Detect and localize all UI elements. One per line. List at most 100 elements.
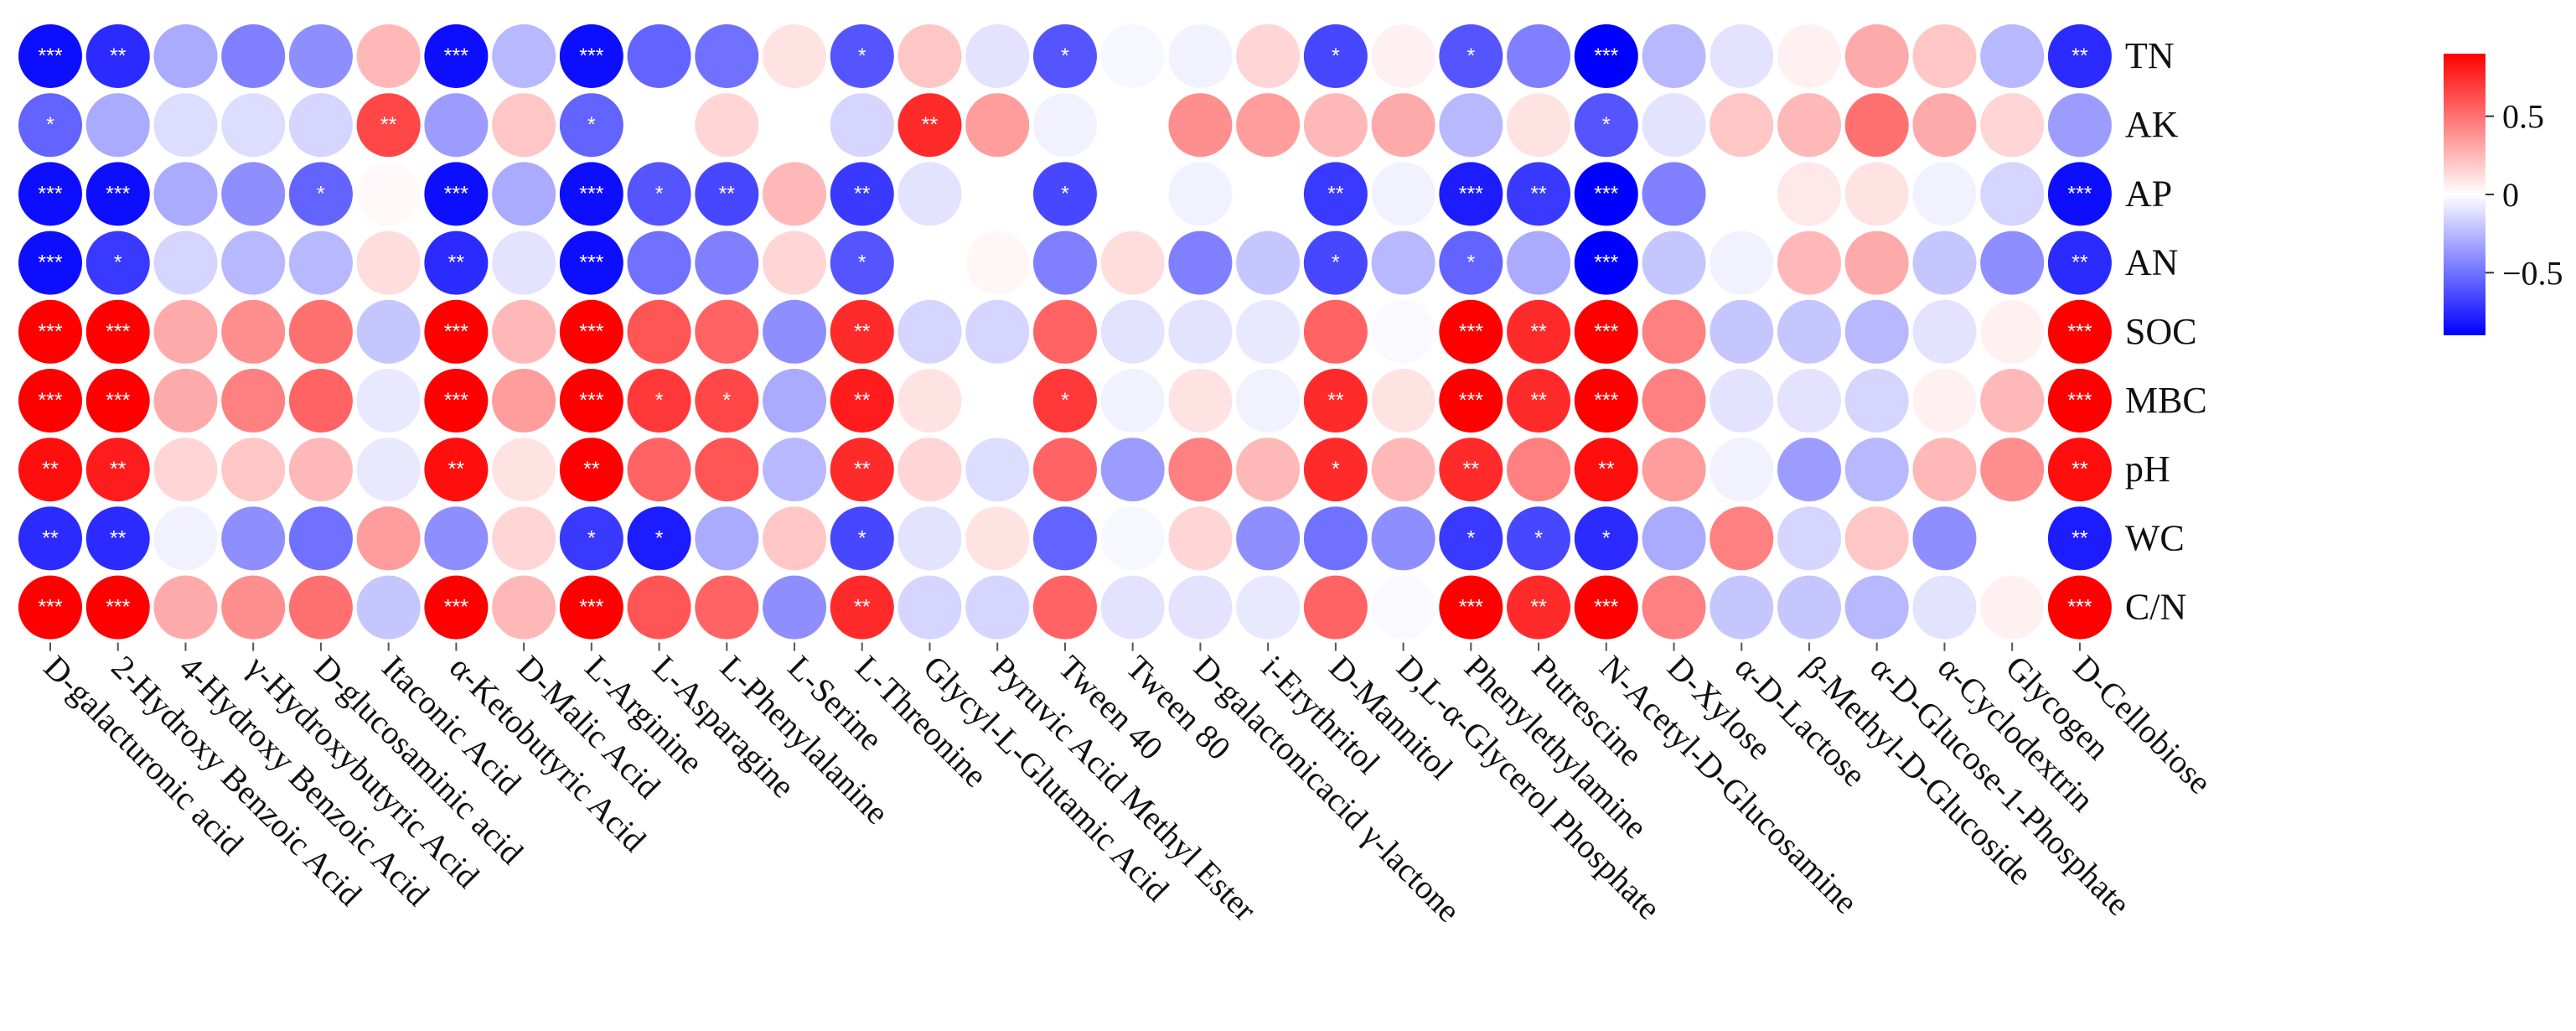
heatmap-cell: [2047, 369, 2112, 433]
heatmap-cell: [424, 93, 489, 158]
heatmap-cell: [1642, 299, 1706, 364]
heatmap-cell: [1032, 299, 1097, 364]
heatmap-cell: [1980, 299, 2045, 364]
heatmap-cell: [424, 575, 489, 640]
heatmap-cell: [85, 575, 150, 640]
significance-label: *: [1061, 389, 1069, 412]
heatmap-cell: [1574, 575, 1638, 640]
colorbar: 0.5 0 −0.5: [2444, 54, 2563, 335]
heatmap-cell: [1100, 231, 1165, 295]
heatmap-cell: [627, 575, 691, 640]
heatmap-cell: [18, 299, 82, 364]
heatmap-cell: [627, 93, 691, 158]
row-label: pH: [2125, 448, 2170, 490]
heatmap-cell: [424, 299, 489, 364]
significance-label: *: [1332, 44, 1340, 68]
heatmap-cell: [1371, 162, 1435, 226]
significance-label: *: [1061, 44, 1069, 68]
heatmap-cell: [1912, 438, 1977, 502]
heatmap-cell: [830, 575, 894, 640]
significance-label: ***: [444, 596, 468, 619]
heatmap-cell: [1844, 575, 1909, 640]
heatmap-cell: [965, 93, 1030, 158]
significance-label: *: [1466, 44, 1475, 68]
significance-label: ***: [1594, 44, 1618, 68]
significance-label: **: [380, 113, 397, 137]
heatmap-cell: [830, 231, 894, 295]
heatmap-cell: [18, 369, 82, 433]
significance-label: ***: [1594, 389, 1618, 412]
heatmap-cell: [288, 369, 353, 433]
significance-label: ***: [579, 320, 603, 344]
heatmap-cell: [1507, 575, 1571, 640]
heatmap-cell: [1168, 93, 1233, 158]
heatmap-cell: [18, 162, 82, 226]
heatmap-cell: [288, 575, 353, 640]
heatmap-cell: [965, 438, 1030, 502]
heatmap-cells: *** ** *** *** * * * * *** *** ** * ** **** *** * *** ***…: [18, 24, 2112, 640]
significance-label: **: [1530, 182, 1547, 205]
significance-label: ***: [2067, 182, 2092, 205]
heatmap-cell: [492, 369, 556, 433]
heatmap-cell: [424, 24, 489, 88]
heatmap-cell: [559, 369, 623, 433]
row-labels: TN AK AP AN SOC MBC pH WC C/N: [2125, 35, 2207, 628]
heatmap-cell: [492, 299, 556, 364]
heatmap-cell: [1642, 438, 1706, 502]
heatmap-cell: [1100, 299, 1165, 364]
significance-label: *: [722, 389, 731, 412]
heatmap-cell: [1236, 438, 1301, 502]
significance-label: **: [1530, 596, 1547, 619]
heatmap-cell: [1439, 162, 1503, 226]
heatmap-cell: [85, 231, 150, 295]
heatmap-cell: [424, 231, 489, 295]
heatmap-cell: [695, 575, 759, 640]
significance-label: *: [587, 113, 596, 137]
heatmap-cell: [1439, 93, 1503, 158]
row-label: WC: [2125, 517, 2185, 558]
heatmap-cell: [1100, 24, 1165, 88]
significance-label: ***: [579, 182, 603, 205]
significance-label: **: [854, 596, 871, 619]
significance-label: *: [46, 113, 54, 137]
heatmap-cell: [1844, 506, 1909, 571]
significance-label: ***: [444, 182, 468, 205]
heatmap-cell: [18, 231, 82, 295]
heatmap-cell: [965, 369, 1030, 433]
heatmap-cell: [1439, 575, 1503, 640]
heatmap-cell: [153, 162, 218, 226]
significance-label: **: [854, 182, 871, 205]
significance-label: **: [2072, 44, 2088, 68]
heatmap-cell: [1507, 162, 1571, 226]
heatmap-cell: [1710, 575, 1774, 640]
row-label: TN: [2125, 35, 2175, 76]
significance-label: ***: [1459, 389, 1483, 412]
significance-label: *: [1332, 251, 1340, 275]
heatmap-cell: [763, 506, 827, 571]
heatmap-cell: [1032, 369, 1097, 433]
row-label: AK: [2125, 104, 2179, 145]
heatmap-cell: [763, 575, 827, 640]
heatmap-cell: [2047, 299, 2112, 364]
heatmap-cell: [830, 299, 894, 364]
heatmap-cell: [1439, 369, 1503, 433]
heatmap-cell: [1980, 231, 2045, 295]
heatmap-cell: [1168, 369, 1233, 433]
heatmap-cell: [356, 438, 421, 502]
heatmap-cell: [1980, 24, 2045, 88]
significance-label: ***: [444, 44, 468, 68]
significance-label: ***: [579, 389, 603, 412]
heatmap-cell: [1777, 162, 1841, 226]
heatmap-cell: [424, 369, 489, 433]
heatmap-cell: [1844, 162, 1909, 226]
significance-label: **: [110, 526, 127, 550]
significance-label: **: [42, 458, 59, 481]
heatmap-cell: [18, 506, 82, 571]
heatmap-cell: [1844, 438, 1909, 502]
heatmap-cell: [965, 506, 1030, 571]
heatmap-cell: [965, 24, 1030, 88]
heatmap-cell: [1168, 575, 1233, 640]
heatmap-cell: [830, 438, 894, 502]
heatmap-cell: [356, 506, 421, 571]
heatmap-cell: [559, 299, 623, 364]
